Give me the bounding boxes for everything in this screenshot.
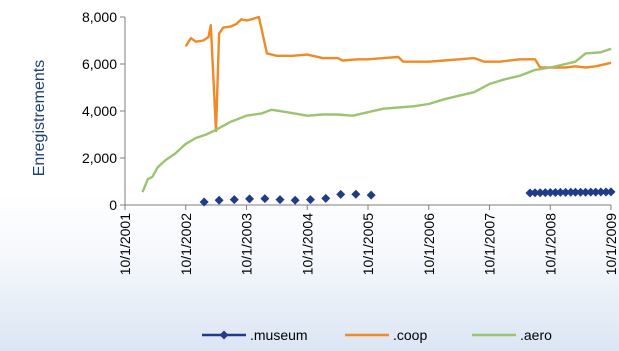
data-point: [586, 187, 596, 197]
y-tick-label: 2,000: [82, 150, 117, 166]
x-tick-label: 10/1/2003: [239, 213, 255, 275]
x-tick-label: 10/1/2001: [117, 213, 133, 275]
x-tick-label: 10/1/2004: [299, 213, 315, 275]
legend-item: .aero: [472, 327, 552, 343]
x-tick-label: 10/1/2002: [178, 213, 194, 275]
data-point: [561, 187, 571, 197]
data-point: [305, 195, 315, 205]
data-point: [260, 194, 270, 204]
data-point: [229, 195, 239, 205]
legend-label: .museum: [250, 327, 308, 343]
data-point: [601, 187, 611, 197]
data-point: [366, 190, 376, 200]
legend-marker: [219, 330, 229, 340]
series-aero: [141, 47, 612, 193]
x-tick-label: 10/1/2007: [482, 213, 498, 275]
x-tick-label: 10/1/2008: [542, 213, 558, 275]
data-point: [290, 195, 300, 205]
y-tick-label: 8,000: [82, 9, 117, 25]
data-point: [245, 194, 255, 204]
series-line: [184, 15, 612, 133]
data-point: [566, 187, 576, 197]
x-tick-label: 10/1/2009: [603, 213, 619, 275]
legend-item: .museum: [202, 327, 308, 343]
plot-area: 0 2,000 4,000 6,000 8,000 10/1/2001 10/1/2002 1…: [82, 9, 619, 275]
data-point: [540, 188, 550, 198]
data-point: [336, 189, 346, 199]
x-tick-label: 10/1/2006: [421, 213, 437, 275]
legend-label: .coop: [393, 327, 427, 343]
data-point: [545, 188, 555, 198]
series-museum: [199, 187, 616, 207]
y-axis-label: Enregistrements: [31, 60, 48, 177]
series-coop: [184, 15, 612, 133]
data-point: [570, 187, 580, 197]
data-point: [591, 187, 601, 197]
data-point: [555, 187, 565, 197]
data-point: [535, 188, 545, 198]
data-point: [525, 188, 535, 198]
data-point: [576, 187, 586, 197]
y-tick-label: 0: [109, 197, 117, 213]
legend-item: .coop: [345, 327, 427, 343]
data-point: [581, 187, 591, 197]
legend-label: .aero: [520, 327, 552, 343]
data-point: [530, 188, 540, 198]
data-point: [596, 187, 606, 197]
x-tick-label: 10/1/2005: [360, 213, 376, 275]
data-point: [214, 195, 224, 205]
series-line: [141, 47, 612, 193]
data-point: [351, 189, 361, 199]
data-point: [199, 197, 209, 207]
data-point: [550, 188, 560, 198]
data-point: [321, 193, 331, 203]
data-point: [606, 187, 616, 197]
legend: .museum .coop .aero: [202, 327, 552, 343]
data-point: [275, 195, 285, 205]
y-tick-label: 4,000: [82, 103, 117, 119]
y-tick-label: 6,000: [82, 56, 117, 72]
